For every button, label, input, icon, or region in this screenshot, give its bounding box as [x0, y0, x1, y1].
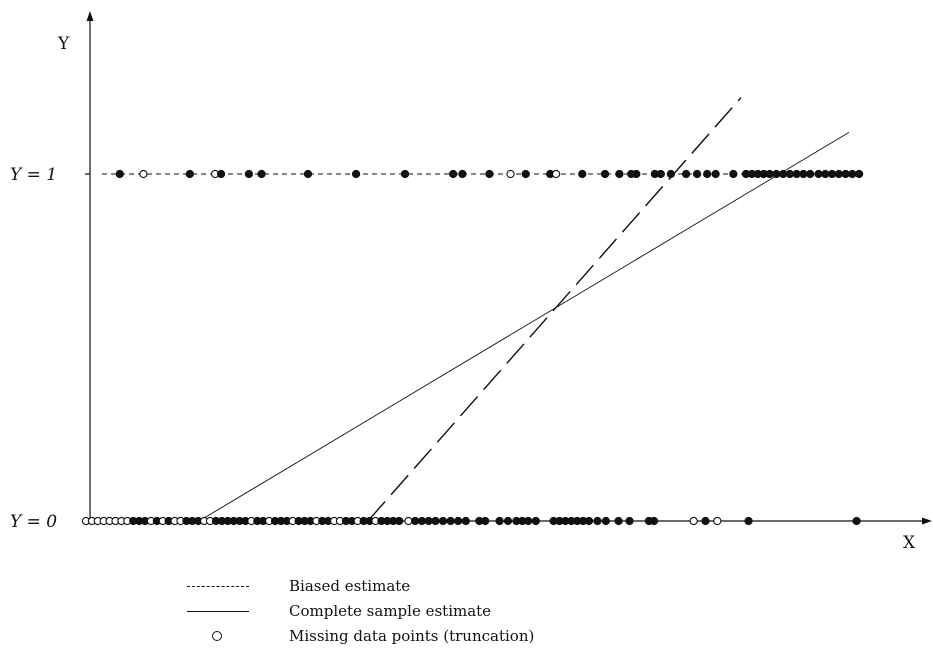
axes — [84, 11, 932, 525]
data-point — [503, 516, 513, 526]
data-point — [854, 169, 864, 179]
missing-data-point — [551, 169, 561, 179]
open-circle-icon — [185, 625, 257, 650]
missing-data-point — [404, 516, 413, 526]
data-point — [615, 169, 624, 179]
data-point — [649, 516, 659, 526]
biased-estimate-line — [367, 97, 742, 522]
complete-sample-line — [198, 131, 850, 522]
data-point — [424, 516, 433, 526]
data-point — [600, 169, 610, 179]
fit-lines — [102, 97, 865, 522]
data-point — [814, 169, 823, 179]
data-point — [454, 516, 463, 526]
data-point — [765, 169, 774, 179]
x-axis-arrow-icon — [922, 517, 932, 525]
data-point — [244, 169, 254, 179]
data-point — [351, 169, 361, 179]
data-point — [185, 169, 194, 179]
data-point — [400, 169, 410, 179]
data-point — [821, 169, 830, 179]
data-point — [461, 516, 470, 526]
data-point — [485, 169, 494, 179]
data-point — [524, 516, 533, 526]
missing-data-point — [713, 516, 722, 526]
data-point — [438, 516, 448, 526]
data-point — [521, 169, 530, 179]
data-point — [848, 169, 857, 179]
data-point — [584, 516, 594, 526]
legend-label-biased: Biased estimate — [289, 577, 411, 595]
data-point — [394, 516, 404, 526]
data-point — [614, 516, 623, 526]
data-point — [578, 169, 587, 179]
dashed-line-icon — [185, 575, 257, 600]
data-point — [772, 169, 781, 179]
legend: Biased estimate Complete sample estimate… — [185, 575, 605, 650]
missing-data-point — [689, 516, 698, 526]
data-point — [806, 169, 815, 179]
data-point — [495, 516, 504, 526]
y-tick-label-1: Y = 1 — [10, 165, 57, 185]
data-point — [744, 516, 753, 526]
data-point — [792, 169, 801, 179]
data-point — [799, 169, 808, 179]
data-point — [481, 516, 490, 526]
data-point — [531, 516, 541, 526]
data-point — [303, 169, 313, 179]
data-point — [601, 516, 611, 526]
data-point — [417, 516, 427, 526]
legend-label-complete: Complete sample estimate — [289, 602, 492, 620]
data-point — [458, 169, 467, 179]
data-point — [448, 169, 458, 179]
data-point — [711, 169, 720, 179]
legend-label-missing: Missing data points (truncation) — [289, 627, 535, 645]
data-point — [852, 516, 861, 526]
data-point — [431, 516, 440, 526]
legend-item-complete: Complete sample estimate — [185, 600, 605, 625]
data-point — [666, 169, 676, 179]
data-point — [216, 169, 226, 179]
data-point — [593, 516, 602, 526]
legend-item-missing: Missing data points (truncation) — [185, 625, 605, 650]
data-point — [446, 516, 455, 526]
y-axis-label: Y — [57, 34, 70, 54]
data-point — [257, 169, 266, 179]
data-point — [115, 169, 124, 179]
x-axis-label: X — [903, 533, 916, 553]
y-axis-arrow-icon — [86, 11, 94, 21]
data-point — [778, 169, 788, 179]
data-point — [632, 169, 641, 179]
data-point — [834, 169, 843, 179]
missing-data-point — [506, 169, 515, 179]
data-point — [692, 169, 702, 179]
data-point — [411, 516, 420, 526]
solid-line-icon — [185, 600, 257, 625]
data-point — [681, 169, 691, 179]
data-point — [625, 516, 634, 526]
y-tick-label-0: Y = 0 — [10, 512, 57, 532]
data-point — [656, 169, 665, 179]
missing-data-point — [139, 169, 148, 179]
legend-item-biased: Biased estimate — [185, 575, 605, 600]
data-point — [703, 169, 712, 179]
data-point — [827, 169, 837, 179]
data-point — [729, 169, 738, 179]
data-point — [701, 516, 710, 526]
data-point — [841, 169, 850, 179]
data-points — [81, 169, 864, 526]
data-point — [785, 169, 795, 179]
axis-labels: Y X Y = 1 Y = 0 — [10, 34, 916, 553]
